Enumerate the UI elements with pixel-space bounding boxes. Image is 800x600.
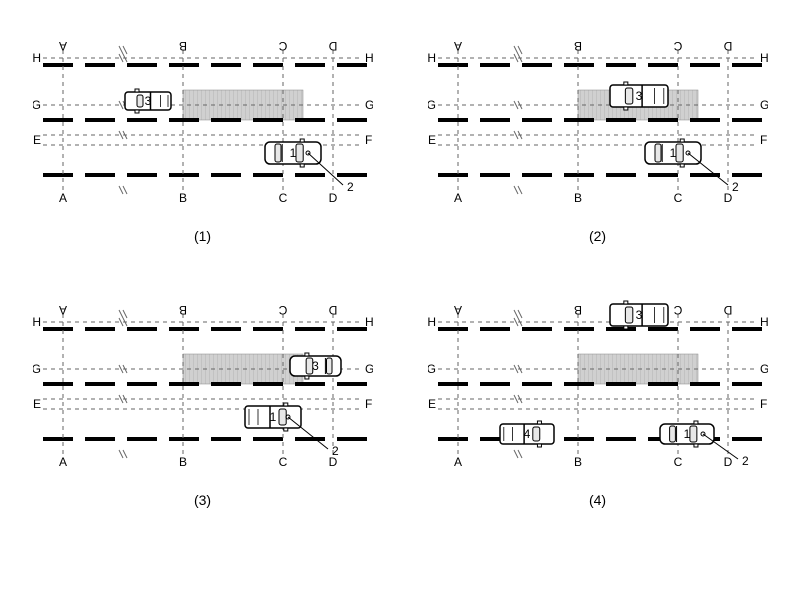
- svg-text:B: B: [178, 455, 186, 469]
- svg-text:A: A: [453, 191, 461, 205]
- svg-text:H: H: [428, 315, 436, 329]
- panel-4: A A B B C C D D H H G G FE FE 1 3 4 2 (4): [415, 284, 780, 508]
- svg-text:B: B: [178, 191, 186, 205]
- svg-text:C: C: [673, 191, 682, 205]
- panel-3-svg: AABBCCDDHHGGFEFE132: [33, 284, 373, 484]
- svg-text:2: 2: [732, 180, 739, 194]
- svg-text:D: D: [723, 39, 732, 53]
- svg-text:FE: FE: [760, 397, 768, 411]
- svg-text:H: H: [428, 51, 436, 65]
- svg-text:H: H: [760, 51, 768, 65]
- svg-text:H: H: [33, 51, 41, 65]
- svg-text:D: D: [328, 191, 337, 205]
- panel-3-caption: (3): [194, 492, 211, 508]
- svg-text:C: C: [673, 455, 682, 469]
- svg-text:2: 2: [347, 180, 354, 194]
- svg-text:2: 2: [742, 454, 749, 468]
- svg-text:G: G: [365, 98, 373, 112]
- panel-1-caption: (1): [194, 228, 211, 244]
- svg-text:B: B: [573, 39, 581, 53]
- svg-text:G: G: [760, 362, 768, 376]
- svg-text:A: A: [453, 455, 461, 469]
- svg-text:C: C: [673, 303, 682, 317]
- panel-4-svg: A A B B C C D D H H G G FE FE 1 3 4 2: [428, 284, 768, 484]
- svg-text:G: G: [33, 98, 41, 112]
- svg-text:A: A: [58, 39, 66, 53]
- svg-text:B: B: [573, 455, 581, 469]
- panel-1-svg: A A B B C C D D H H G G FE FE 1 3 2: [33, 20, 373, 220]
- svg-text:B: B: [178, 39, 186, 53]
- svg-text:G: G: [428, 98, 436, 112]
- svg-text:3: 3: [312, 359, 319, 373]
- svg-text:D: D: [328, 39, 337, 53]
- svg-text:C: C: [278, 191, 287, 205]
- panel-3: AABBCCDDHHGGFEFE132 (3): [20, 284, 385, 508]
- svg-text:C: C: [673, 39, 682, 53]
- svg-text:1: 1: [669, 146, 676, 160]
- svg-text:FE: FE: [428, 397, 436, 411]
- svg-text:B: B: [573, 303, 581, 317]
- svg-text:FE: FE: [428, 133, 436, 147]
- svg-text:FE: FE: [33, 397, 41, 411]
- svg-text:D: D: [723, 303, 732, 317]
- svg-text:1: 1: [289, 146, 296, 160]
- svg-text:C: C: [278, 303, 287, 317]
- svg-text:4: 4: [523, 427, 530, 441]
- svg-text:A: A: [58, 303, 66, 317]
- svg-text:FE: FE: [33, 133, 41, 147]
- svg-text:D: D: [328, 303, 337, 317]
- svg-text:2: 2: [332, 444, 339, 458]
- panel-2-svg: AABBCCDDHHGGFEFE132: [428, 20, 768, 220]
- svg-text:H: H: [365, 315, 373, 329]
- svg-text:A: A: [58, 455, 66, 469]
- svg-text:3: 3: [144, 94, 151, 108]
- svg-text:FE: FE: [365, 133, 373, 147]
- svg-text:B: B: [573, 191, 581, 205]
- panel-4-caption: (4): [589, 492, 606, 508]
- svg-text:D: D: [723, 455, 732, 469]
- svg-text:H: H: [365, 51, 373, 65]
- svg-text:C: C: [278, 39, 287, 53]
- svg-text:A: A: [453, 303, 461, 317]
- svg-text:G: G: [33, 362, 41, 376]
- svg-text:G: G: [365, 362, 373, 376]
- panel-1: A A B B C C D D H H G G FE FE 1 3 2 (1): [20, 20, 385, 244]
- svg-text:1: 1: [269, 410, 276, 424]
- panel-2: AABBCCDDHHGGFEFE132 (2): [415, 20, 780, 244]
- svg-text:B: B: [178, 303, 186, 317]
- svg-text:G: G: [428, 362, 436, 376]
- svg-text:FE: FE: [365, 397, 373, 411]
- svg-text:H: H: [33, 315, 41, 329]
- diagram-grid: A A B B C C D D H H G G FE FE 1 3 2 (1) A A B B C C D D H H G G FE FE…: [20, 20, 780, 508]
- panel-2-caption: (2): [589, 228, 606, 244]
- svg-text:1: 1: [683, 427, 690, 441]
- svg-text:A: A: [453, 39, 461, 53]
- svg-text:A: A: [58, 191, 66, 205]
- svg-text:FE: FE: [760, 133, 768, 147]
- svg-text:G: G: [760, 98, 768, 112]
- svg-text:H: H: [760, 315, 768, 329]
- svg-text:C: C: [278, 455, 287, 469]
- svg-text:3: 3: [635, 89, 642, 103]
- svg-text:3: 3: [635, 308, 642, 322]
